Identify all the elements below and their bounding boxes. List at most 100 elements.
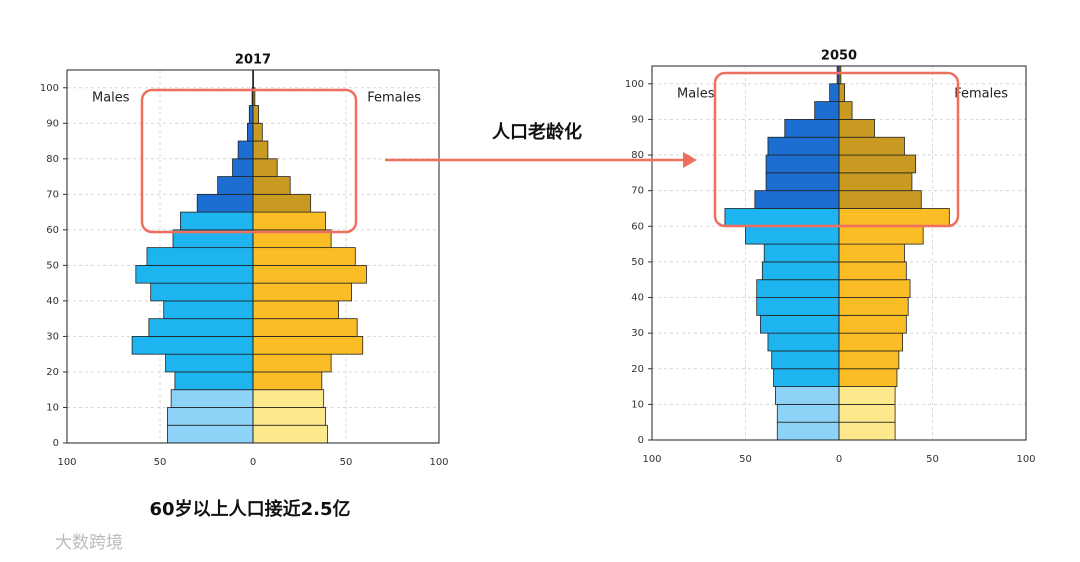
x-tick-label: 0	[250, 457, 256, 468]
arrow-label: 人口老龄化	[492, 121, 582, 143]
y-tick-label: 90	[46, 118, 59, 129]
y-tick-label: 90	[631, 114, 644, 125]
bar	[761, 261, 840, 281]
bar	[252, 300, 339, 320]
bar	[838, 421, 896, 441]
bar	[838, 261, 907, 281]
x-tick-label: 50	[154, 457, 167, 468]
bar	[829, 83, 840, 103]
bar	[252, 407, 326, 426]
y-tick-label: 0	[638, 435, 644, 446]
frame	[651, 65, 1027, 441]
caption: 60岁以上人口接近2.5亿	[150, 498, 351, 520]
y-tick-label: 30	[631, 328, 644, 339]
bar	[756, 279, 840, 298]
bar	[754, 190, 840, 209]
bar	[252, 389, 325, 408]
bar	[252, 140, 269, 160]
bar	[838, 154, 917, 174]
bar	[252, 176, 291, 195]
bar	[838, 190, 922, 209]
bar	[745, 225, 840, 245]
bar	[252, 105, 259, 124]
bar	[767, 332, 840, 352]
bar	[232, 158, 254, 177]
bar	[252, 158, 278, 177]
y-tick-label: 40	[46, 296, 59, 307]
bar	[196, 193, 254, 213]
bar	[838, 208, 950, 227]
highlight-box	[713, 71, 960, 228]
arrow-head	[683, 152, 697, 168]
bar	[252, 211, 326, 231]
highlight-box	[140, 88, 358, 234]
bar	[247, 122, 254, 142]
bar	[252, 264, 367, 284]
bar	[165, 353, 254, 373]
bar	[838, 136, 905, 156]
chart-title: 2050	[821, 49, 857, 64]
bar	[248, 105, 254, 124]
y-tick-label: 50	[631, 257, 644, 268]
bar	[760, 314, 840, 334]
bar	[135, 264, 254, 284]
bar	[765, 154, 840, 174]
y-tick-label: 0	[53, 438, 59, 449]
chart: 100 50 0 50 100 0 10 20 30 40 50 60 70 80 90 100 Males Fe…	[625, 49, 1036, 466]
bar	[150, 282, 254, 302]
x-tick-label: 100	[642, 454, 661, 465]
bar	[784, 119, 840, 138]
bar	[237, 140, 254, 160]
y-tick-label: 70	[631, 186, 644, 197]
bar	[838, 279, 911, 298]
bar	[773, 368, 840, 387]
bar	[148, 318, 254, 337]
bar	[756, 297, 840, 316]
bar	[838, 350, 900, 370]
bar	[838, 225, 924, 245]
bar	[170, 389, 254, 408]
bar	[217, 176, 254, 195]
bar	[838, 101, 853, 120]
x-tick-label: 100	[429, 457, 448, 468]
bar	[252, 318, 358, 337]
frame	[66, 69, 440, 444]
bar	[146, 247, 254, 266]
y-tick-label: 60	[46, 225, 59, 236]
bar	[131, 336, 254, 355]
bar	[838, 403, 896, 423]
bar	[776, 421, 840, 441]
x-tick-label: 50	[739, 454, 752, 465]
bar	[838, 172, 913, 192]
bar	[838, 297, 909, 316]
legend-label: Females	[954, 87, 1008, 102]
y-tick-label: 50	[46, 260, 59, 271]
bar	[776, 403, 840, 423]
legend-label: Males	[92, 91, 130, 106]
legend-label: Males	[677, 87, 715, 102]
bar	[252, 247, 356, 266]
bar	[252, 282, 352, 302]
bar	[838, 243, 905, 263]
bar	[163, 300, 254, 320]
bar	[775, 386, 840, 405]
bar	[252, 371, 323, 391]
legend-label: Females	[367, 91, 421, 106]
x-tick-label: 100	[1016, 454, 1035, 465]
watermark: 大数跨境	[55, 533, 123, 553]
bar	[174, 371, 254, 391]
y-tick-label: 80	[631, 150, 644, 161]
y-tick-label: 40	[631, 293, 644, 304]
bar	[252, 122, 263, 142]
bar	[838, 332, 903, 352]
bar	[252, 353, 332, 373]
bar	[167, 407, 254, 426]
chart-title: 2017	[235, 53, 271, 68]
bar	[180, 211, 254, 231]
y-tick-label: 20	[46, 367, 59, 378]
y-tick-label: 60	[631, 221, 644, 232]
bar	[765, 172, 840, 192]
bar	[252, 336, 364, 355]
bar	[763, 243, 840, 263]
y-tick-label: 100	[625, 79, 644, 90]
